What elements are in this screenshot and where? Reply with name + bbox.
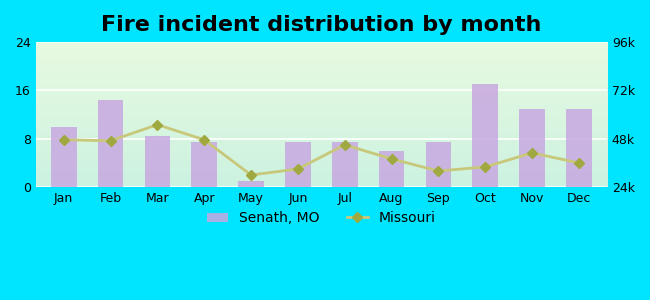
Bar xyxy=(144,136,170,187)
Bar xyxy=(51,127,77,187)
Bar xyxy=(566,109,592,187)
Bar xyxy=(191,142,217,187)
Bar xyxy=(519,109,545,187)
Bar xyxy=(379,151,404,187)
Title: Fire incident distribution by month: Fire incident distribution by month xyxy=(101,15,541,35)
Bar xyxy=(98,100,124,187)
Bar xyxy=(238,181,264,187)
Bar xyxy=(332,142,358,187)
Bar xyxy=(426,142,451,187)
Bar xyxy=(473,84,498,187)
Legend: Senath, MO, Missouri: Senath, MO, Missouri xyxy=(201,206,441,231)
Bar xyxy=(285,142,311,187)
